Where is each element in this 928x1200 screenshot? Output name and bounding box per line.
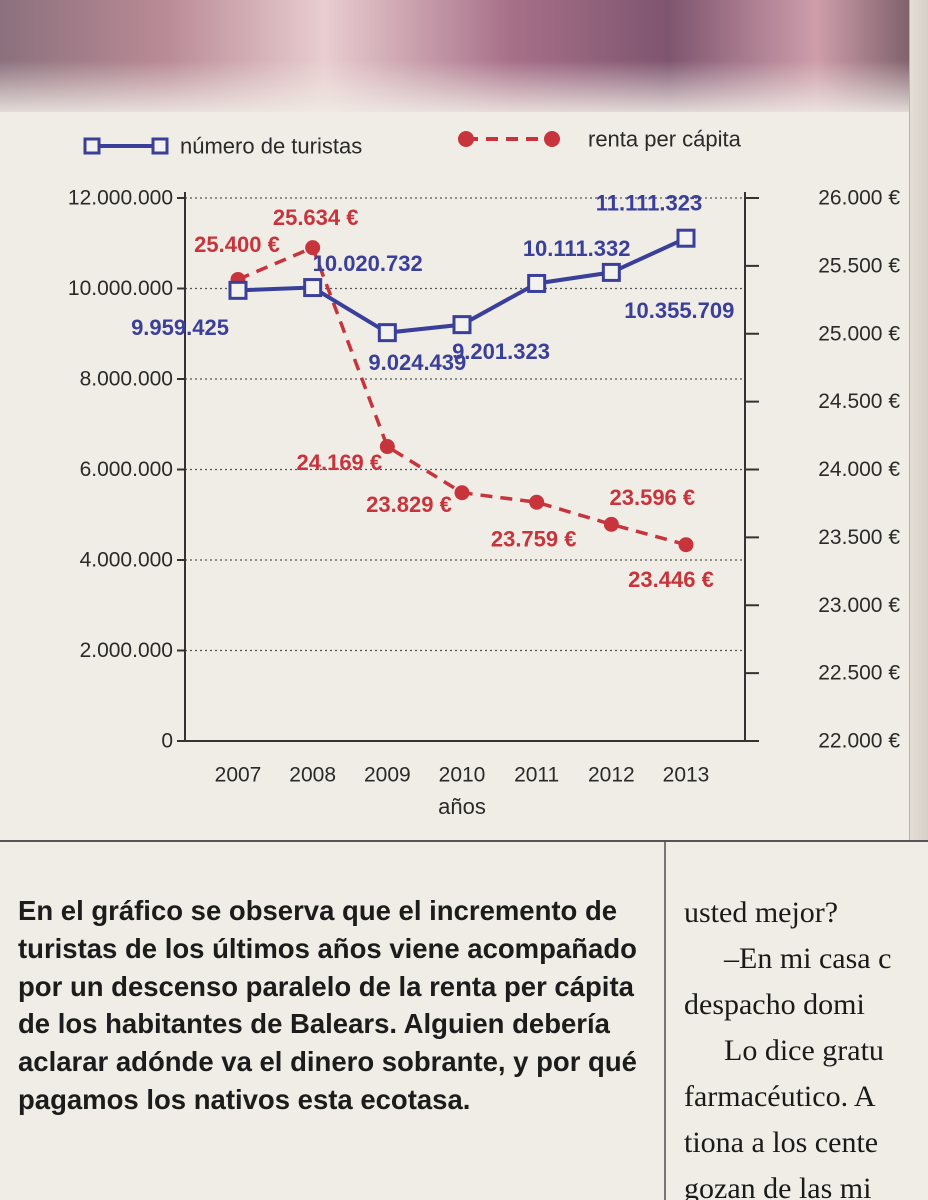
column-line: usted mejor? bbox=[684, 896, 839, 929]
legend-turistas-marker bbox=[151, 137, 169, 155]
column-divider bbox=[664, 842, 666, 1200]
right-tick-label: 23.500 € bbox=[818, 526, 900, 549]
right-tick-label: 25.500 € bbox=[818, 254, 900, 277]
legend-renta-marker bbox=[458, 131, 474, 147]
data-label-renta: 23.759 € bbox=[491, 527, 577, 552]
x-axis-ticks: 2007 2008 2009 2010 2011 2012 2013 bbox=[215, 764, 710, 787]
data-label-renta: 25.400 € bbox=[194, 232, 280, 257]
data-point-renta bbox=[379, 439, 395, 455]
header-photo-fade bbox=[0, 60, 928, 120]
data-point-renta bbox=[603, 516, 619, 532]
data-label-turistas: 10.020.732 bbox=[313, 251, 423, 276]
data-label-renta: 23.446 € bbox=[628, 567, 714, 592]
left-tick-label: 12.000.000 bbox=[68, 187, 173, 210]
column-line: tiona a los cente bbox=[684, 1126, 879, 1159]
section-divider bbox=[0, 840, 928, 842]
x-tick-label: 2009 bbox=[364, 764, 411, 787]
left-tick-label: 10.000.000 bbox=[68, 277, 173, 300]
legend-turistas-label: número de turistas bbox=[180, 134, 362, 159]
series-renta-per-capita bbox=[230, 240, 694, 553]
data-label-renta: 23.829 € bbox=[366, 492, 452, 517]
data-point-turistas bbox=[676, 228, 696, 248]
x-tick-label: 2008 bbox=[289, 764, 336, 787]
legend-turistas-marker bbox=[83, 137, 101, 155]
data-point-turistas bbox=[303, 278, 323, 298]
data-point-renta bbox=[678, 537, 694, 553]
right-tick-label: 25.000 € bbox=[818, 322, 900, 345]
page-edge bbox=[909, 0, 928, 840]
data-point-renta bbox=[454, 485, 470, 501]
left-tick-label: 8.000.000 bbox=[80, 368, 173, 391]
x-tick-label: 2012 bbox=[588, 764, 635, 787]
right-tick-label: 24.000 € bbox=[818, 458, 900, 481]
data-point-turistas bbox=[377, 323, 397, 343]
data-label-turistas: 9.959.425 bbox=[131, 315, 229, 340]
column-line: farmacéutico. A bbox=[684, 1080, 876, 1113]
data-label-turistas: 10.111.332 bbox=[523, 236, 631, 261]
data-point-turistas bbox=[527, 273, 547, 293]
right-tick-label: 26.000 € bbox=[818, 187, 900, 210]
data-label-turistas: 11.111.323 bbox=[596, 191, 702, 216]
right-tick-label: 22.500 € bbox=[818, 662, 900, 685]
data-point-renta bbox=[529, 494, 545, 510]
left-tick-label: 6.000.000 bbox=[80, 458, 173, 481]
data-label-renta: 23.596 € bbox=[610, 485, 696, 510]
x-tick-label: 2007 bbox=[215, 764, 262, 787]
article-column: usted mejor? –En mi casa c despacho domi… bbox=[684, 890, 928, 1200]
grid bbox=[185, 197, 745, 652]
legend-renta-label: renta per cápita bbox=[588, 127, 742, 152]
data-label-turistas: 9.024.439 bbox=[368, 350, 466, 375]
data-point-turistas bbox=[452, 315, 472, 335]
data-label-turistas: 9.201.323 bbox=[452, 339, 550, 364]
legend-renta-marker bbox=[544, 131, 560, 147]
series-numero-de-turistas bbox=[228, 228, 696, 343]
x-tick-label: 2011 bbox=[514, 764, 559, 787]
left-axis-ticks: 0 2.000.000 4.000.000 6.000.000 8.000.000 10.… bbox=[68, 187, 185, 753]
data-label-renta: 24.169 € bbox=[297, 450, 383, 475]
chart-caption: En el gráfico se observa que el incremen… bbox=[18, 895, 637, 1115]
left-tick-label: 0 bbox=[161, 730, 173, 753]
right-tick-label: 23.000 € bbox=[818, 594, 900, 617]
column-line: Lo dice gratu bbox=[724, 1034, 884, 1067]
legend: número de turistas renta per cápita bbox=[83, 127, 742, 159]
right-tick-label: 24.500 € bbox=[818, 390, 900, 413]
left-tick-label: 4.000.000 bbox=[80, 549, 173, 572]
x-tick-label: 2013 bbox=[663, 764, 710, 787]
x-tick-label: 2010 bbox=[439, 764, 486, 787]
data-point-turistas bbox=[601, 262, 621, 282]
line-chart: número de turistas renta per cápita 0 2.0… bbox=[68, 127, 900, 820]
data-point-turistas bbox=[228, 280, 248, 300]
data-point-renta bbox=[305, 240, 321, 256]
right-tick-label: 22.000 € bbox=[818, 730, 900, 753]
data-label-renta: 25.634 € bbox=[273, 205, 359, 230]
left-tick-label: 2.000.000 bbox=[80, 639, 173, 662]
x-axis-title: años bbox=[438, 794, 486, 819]
column-line: despacho domi bbox=[684, 988, 865, 1021]
axes bbox=[184, 192, 746, 742]
column-line: gozan de las mi bbox=[684, 1172, 872, 1200]
data-label-turistas: 10.355.709 bbox=[624, 298, 734, 323]
column-line: –En mi casa c bbox=[724, 942, 892, 975]
right-axis-ticks: 22.000 € 22.500 € 23.000 € 23.500 € 24.000 €… bbox=[745, 187, 900, 753]
